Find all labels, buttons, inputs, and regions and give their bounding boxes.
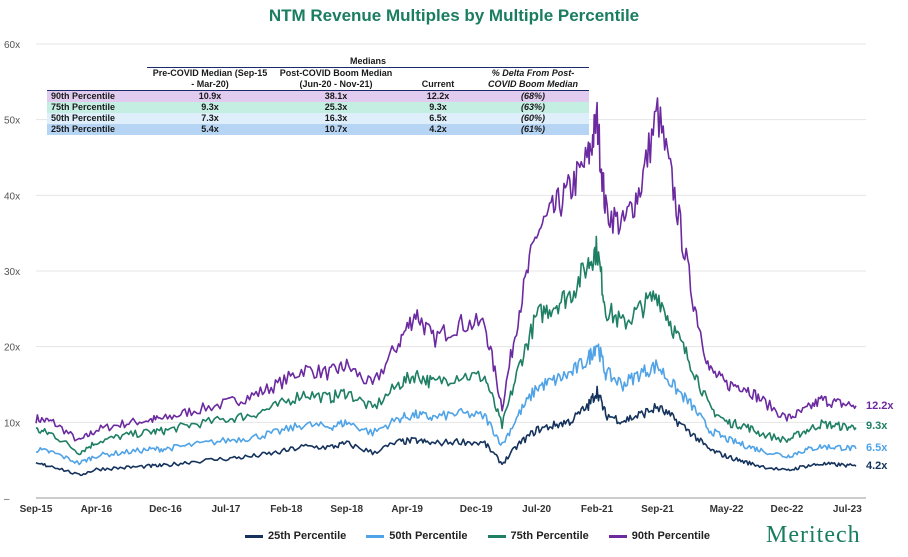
legend-label: 25th Percentile xyxy=(268,530,347,542)
x-tick-label: Sep-21 xyxy=(641,504,674,515)
header-blank xyxy=(47,67,147,91)
col-pre-covid: Pre-COVID Median (Sep-15 - Mar-20) xyxy=(147,67,273,91)
medians-table: Medians Pre-COVID Median (Sep-15 - Mar-2… xyxy=(47,56,589,135)
legend-swatch xyxy=(487,534,506,538)
series-lines xyxy=(35,97,857,477)
legend-label: 75th Percentile xyxy=(510,530,589,542)
row-label: 25th Percentile xyxy=(51,124,116,134)
x-tick-label: Jul-17 xyxy=(211,504,240,515)
medians-group-header: Medians xyxy=(147,56,589,68)
legend-item: 25th Percentile xyxy=(245,530,346,542)
legend-item: 75th Percentile xyxy=(487,530,589,542)
x-tick-label: Apr-19 xyxy=(391,504,423,515)
cell-value: (63%) xyxy=(520,102,545,112)
cell-value: 10.9x xyxy=(198,91,222,101)
y-axis-ticks: 60x 50x 40x 30x 20x 10x – xyxy=(4,40,20,505)
y-tick-label: 20x xyxy=(4,343,20,354)
cell-value: 9.3x xyxy=(201,102,219,112)
col-delta: % Delta From Post-COVID Boom Median xyxy=(477,67,589,91)
legend-swatch xyxy=(245,534,263,538)
row-label: 75th Percentile xyxy=(51,102,116,112)
y-tick-label: 40x xyxy=(4,191,20,202)
end-labels: 12.2x 9.3x 6.5x 4.2x xyxy=(866,400,894,472)
row-label: 50th Percentile xyxy=(51,113,116,123)
x-tick-label: Feb-18 xyxy=(270,504,303,515)
x-tick-label: May-22 xyxy=(710,504,744,515)
x-tick-label: Sep-18 xyxy=(330,504,363,515)
medians-row: 90th Percentile 10.9x 38.1x 12.2x (68%) xyxy=(47,90,589,102)
end-label: 9.3x xyxy=(866,420,888,432)
cell-value: 5.4x xyxy=(201,124,219,134)
cell-value: 10.7x xyxy=(324,124,348,134)
legend-item: 90th Percentile xyxy=(608,530,711,542)
cell-value: (60%) xyxy=(520,113,545,123)
x-tick-label: Dec-22 xyxy=(771,504,804,515)
cell-value: 7.3x xyxy=(201,113,219,123)
y-tick-label: 50x xyxy=(4,116,20,127)
end-label: 4.2x xyxy=(866,460,888,472)
legend: 25th Percentile 50th Percentile 75th Perce… xyxy=(245,530,710,542)
col-current: Current xyxy=(399,67,477,91)
medians-row: 50th Percentile 7.3x 16.3x 6.5x (60%) xyxy=(47,113,589,124)
cell-value: (61%) xyxy=(520,124,545,134)
legend-swatch xyxy=(366,534,385,538)
cell-value: 4.2x xyxy=(429,124,447,134)
series-line-75th xyxy=(35,235,857,456)
medians-row: 25th Percentile 5.4x 10.7x 4.2x (61%) xyxy=(47,124,589,135)
x-tick-label: Jul-20 xyxy=(522,504,551,515)
cell-value: 12.2x xyxy=(426,91,450,101)
cell-value: 38.1x xyxy=(324,91,348,101)
cell-value: (68%) xyxy=(520,91,545,101)
x-tick-label: Jul-23 xyxy=(833,504,862,515)
row-label: 90th Percentile xyxy=(51,91,116,101)
x-axis-ticks: Sep-15 Apr-16 Dec-16 Jul-17 Feb-18 Sep-18 Apr-… xyxy=(20,504,863,515)
legend-item: 50th Percentile xyxy=(366,530,468,542)
chart-title: NTM Revenue Multiples by Multiple Percen… xyxy=(268,6,640,25)
end-label: 12.2x xyxy=(866,400,894,412)
medians-row: 75th Percentile 9.3x 25.3x 9.3x (63%) xyxy=(47,102,589,113)
series-line-90th xyxy=(35,97,857,442)
x-tick-label: Dec-16 xyxy=(149,504,182,515)
series-line-25th xyxy=(35,385,857,477)
y-tick-label: 60x xyxy=(4,40,20,51)
cell-value: 6.5x xyxy=(429,113,447,123)
legend-label: 90th Percentile xyxy=(631,530,711,542)
end-label: 6.5x xyxy=(866,442,888,454)
cell-value: 16.3x xyxy=(324,113,348,123)
cell-value: 9.3x xyxy=(429,102,447,112)
cell-value: 25.3x xyxy=(324,102,348,112)
x-tick-label: Apr-16 xyxy=(81,504,113,515)
col-post-covid: Post-COVID Boom Median (Jun-20 - Nov-21) xyxy=(273,67,399,91)
grid-lines xyxy=(36,43,866,499)
x-tick-label: Dec-19 xyxy=(460,504,493,515)
legend-swatch xyxy=(608,534,627,538)
x-tick-label: Feb-21 xyxy=(581,504,614,515)
legend-label: 50th Percentile xyxy=(389,530,468,542)
meritech-logo: Meritech xyxy=(766,522,861,548)
series-line-50th xyxy=(35,343,857,466)
x-tick-label: Sep-15 xyxy=(20,504,53,515)
y-tick-label: 10x xyxy=(4,418,20,429)
y-tick-label: – xyxy=(4,494,10,505)
y-tick-label: 30x xyxy=(4,267,20,278)
